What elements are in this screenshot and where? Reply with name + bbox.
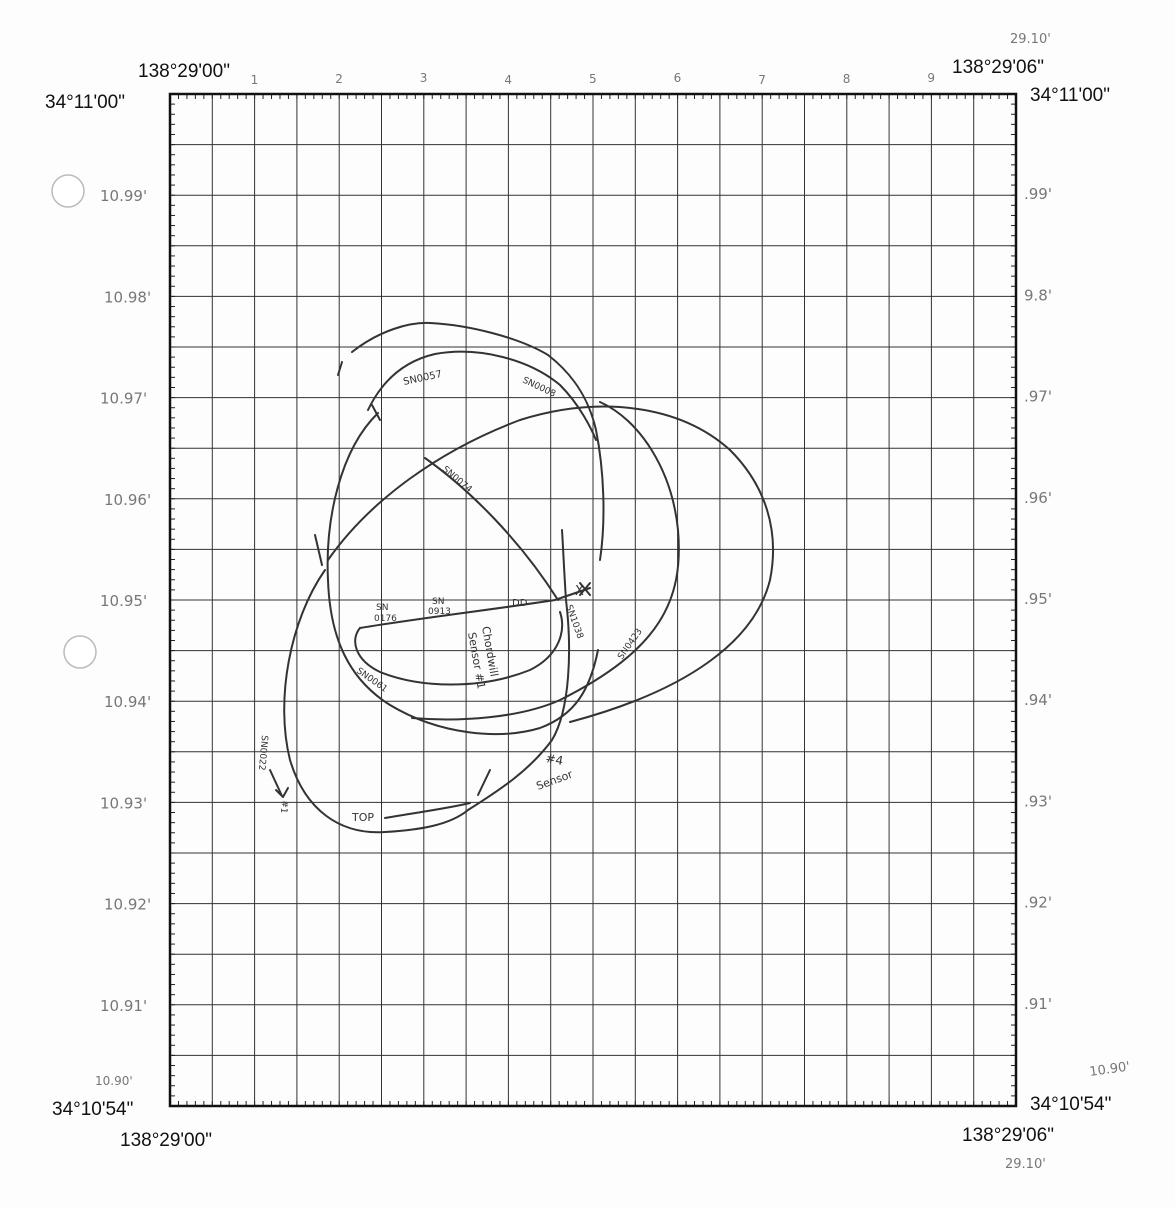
track-sn0057-top	[367, 350, 597, 441]
column-number: 3	[420, 71, 428, 85]
track-outer-top-arc	[351, 321, 605, 561]
label-sn0913-a: SN	[432, 597, 444, 607]
left-latitude-note: 10.95'	[100, 592, 147, 610]
track-sn0057-loop	[326, 412, 599, 736]
left-latitude-note: 10.94'	[104, 693, 151, 711]
label-sn1038: SN1038	[563, 604, 585, 641]
bottom-right-longitude: 138°29'06"	[962, 1125, 1054, 1146]
label-sn0057: SN0057	[402, 369, 443, 388]
track-sn0022-top-line	[384, 802, 471, 819]
right-latitude-notes: .99' 9.8' .97' .96' .95' .94' .93' .92' .91'	[1024, 185, 1052, 1013]
top-left-latitude: 34°11'00"	[45, 92, 125, 113]
label-sn0022: SN0022	[256, 735, 269, 771]
track-sn0074-stub	[371, 404, 381, 421]
bottom-left-longitude: 138°29'00"	[120, 1130, 212, 1151]
column-number: 6	[674, 71, 682, 85]
note-bottom-left-lat: 10.90'	[95, 1074, 133, 1088]
left-latitude-note: 10.98'	[104, 288, 151, 306]
top-right-latitude: 34°11'00"	[1030, 85, 1110, 106]
left-latitude-note: 10.96'	[104, 491, 151, 509]
column-number: 7	[758, 73, 766, 87]
right-latitude-note: .91'	[1024, 995, 1052, 1013]
track-sn0423-loop	[327, 405, 774, 723]
column-number: 8	[843, 72, 851, 86]
punch-hole-middle	[63, 635, 97, 669]
label-dd: DD	[512, 598, 528, 609]
label-sn0176-a: SN	[376, 603, 388, 613]
map-frame	[168, 92, 1018, 1108]
top-left-longitude: 138°29'00"	[138, 61, 230, 82]
track-x-crossing	[579, 582, 591, 596]
right-latitude-note: .92'	[1024, 894, 1052, 912]
label-sn0913-b: 0913	[428, 607, 451, 617]
note-top-right-lon: 29.10'	[1010, 32, 1051, 47]
survey-tracks	[269, 321, 774, 834]
note-bottom-right-lon: 29.10'	[1005, 1157, 1046, 1172]
label-sn0074: SN0074	[440, 465, 474, 496]
left-latitude-note: 10.97'	[100, 390, 147, 408]
track-left-tick	[314, 534, 323, 566]
track-sn0022-stub	[477, 769, 491, 796]
left-latitude-notes: 10.99' 10.98' 10.97' 10.96' 10.95' 10.94' 10.9…	[100, 187, 151, 1015]
punch-hole-top	[51, 174, 85, 208]
label-sn0176-b: 0176	[374, 614, 397, 624]
right-latitude-note: 9.8'	[1024, 286, 1052, 304]
track-sn0423-inner	[411, 401, 680, 721]
left-latitude-note: 10.93'	[100, 794, 147, 812]
note-bottom-right-lat: 10.90'	[1088, 1059, 1130, 1080]
top-right-longitude: 138°29'06"	[952, 57, 1044, 78]
right-latitude-note: .95'	[1024, 590, 1052, 608]
right-latitude-note: .93'	[1024, 792, 1052, 810]
column-numbers: 1 2 3 4 5 6 7 8 9	[251, 71, 935, 87]
track-inner-loop	[354, 611, 564, 686]
column-number: 4	[504, 73, 512, 87]
left-latitude-note: 10.91'	[100, 997, 147, 1015]
track-sn0022-loop	[283, 529, 571, 834]
label-start-mark: #1	[278, 800, 289, 814]
track-outer-left-stub	[337, 361, 343, 376]
start-arrow	[269, 769, 289, 798]
right-latitude-note: .96'	[1024, 489, 1052, 507]
right-latitude-note: .94'	[1024, 691, 1052, 709]
column-number: 5	[589, 72, 597, 86]
right-latitude-note: .97'	[1024, 388, 1052, 406]
label-sensor4: Sensor	[535, 768, 575, 793]
bottom-left-latitude: 34°10'54"	[52, 1099, 133, 1120]
track-inner-chord	[359, 587, 591, 629]
label-top: TOP	[351, 811, 374, 824]
left-latitude-note: 10.92'	[104, 896, 151, 914]
track-sn0074-diagonal	[424, 457, 559, 601]
map-grid	[170, 94, 1016, 1106]
label-sensor4-number: #4	[544, 751, 564, 768]
column-number: 9	[927, 71, 935, 85]
column-number: 1	[251, 73, 259, 87]
label-x-mark: X	[575, 584, 584, 599]
left-latitude-note: 10.99'	[100, 187, 147, 205]
bottom-right-latitude: 34°10'54"	[1030, 1094, 1111, 1115]
track-labels: SN0057 SN0008 SN0074 SN 0176 SN 0913 DD …	[256, 369, 645, 824]
right-latitude-note: .99'	[1024, 185, 1052, 203]
column-number: 2	[335, 72, 343, 86]
